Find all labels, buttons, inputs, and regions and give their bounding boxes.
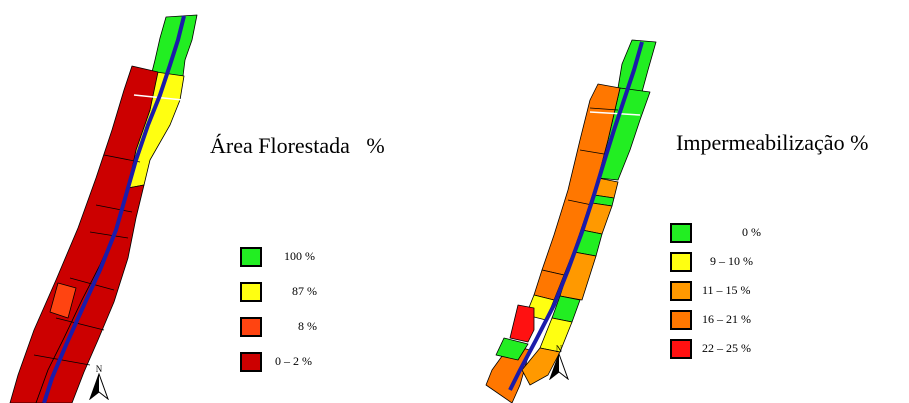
- north-arrow-icon: [89, 373, 109, 400]
- north-arrow-icon: [549, 353, 569, 380]
- map-forested-area: [9, 14, 198, 403]
- legend-swatch: [240, 352, 262, 372]
- legend-label: 16 – 21 %: [702, 312, 751, 326]
- legend-label: 0 %: [742, 225, 761, 239]
- legend-swatch: [240, 247, 262, 267]
- river: [508, 41, 644, 391]
- legend-swatch: [670, 281, 692, 301]
- legend-swatch: [670, 339, 692, 359]
- legend-swatch: [670, 223, 692, 243]
- legend-label: 0 – 2 %: [275, 354, 312, 368]
- legend-label: 9 – 10 %: [710, 254, 753, 268]
- legend-label: 8 %: [298, 319, 317, 333]
- river: [42, 15, 186, 403]
- legend-label: 11 – 15 %: [702, 283, 751, 297]
- legend-swatch: [670, 252, 692, 272]
- map-title-forested: Área Florestada %: [210, 133, 385, 158]
- map-imperviousness: [485, 39, 657, 403]
- legend-label: 87 %: [292, 284, 317, 298]
- legend-swatch: [670, 310, 692, 330]
- legend-label: 100 %: [284, 249, 315, 263]
- north-label: N: [555, 344, 563, 354]
- legend-swatch: [240, 317, 262, 337]
- north-arrow-left: N: [88, 364, 110, 400]
- legend-swatch: [240, 282, 262, 302]
- north-arrow-right: N: [548, 344, 570, 380]
- legend-label: 22 – 25 %: [702, 341, 751, 355]
- zone-red-orange: [49, 282, 77, 319]
- zone-light-orange-4: [521, 347, 561, 386]
- zone-red: [509, 304, 535, 343]
- zone-green-left: [495, 337, 529, 361]
- north-label: N: [95, 364, 103, 374]
- map-title-imperviousness: Impermeabilização %: [676, 130, 869, 155]
